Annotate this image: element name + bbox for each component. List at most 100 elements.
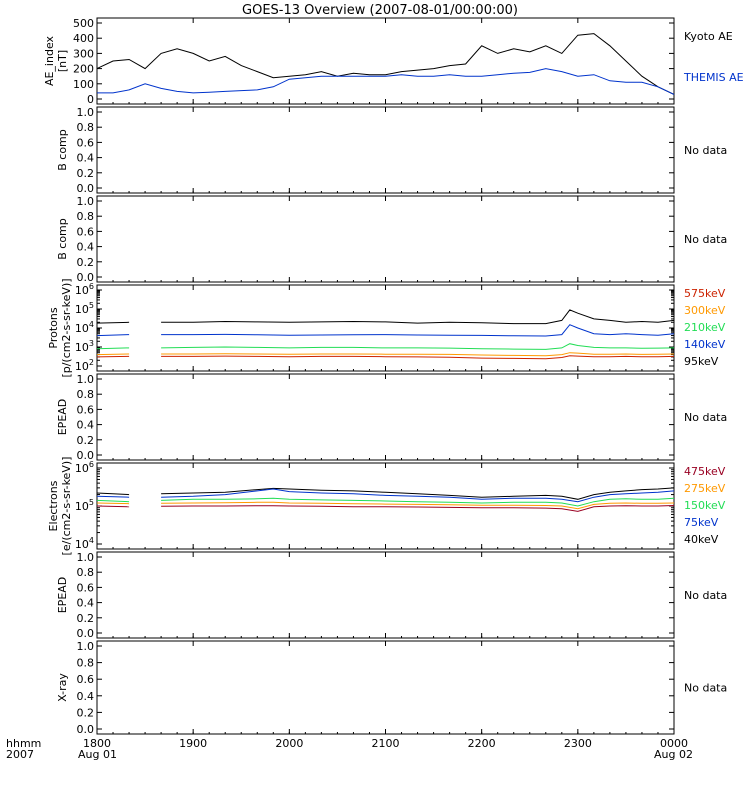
- panel-5: 0.0 0.2 0.4 0.6 0.8 1.0 EPEAD No data: [56, 373, 727, 462]
- time-axis-row1-label: hhmm: [6, 737, 41, 750]
- y-tick-label: 500: [73, 17, 94, 30]
- y-tick-label: 0: [87, 93, 94, 106]
- series-line-575kev: [96, 355, 130, 358]
- panel-frame: [96, 17, 675, 105]
- y-tick-label: 300: [73, 47, 94, 60]
- y-tick-label: 0.2: [77, 256, 95, 269]
- y-tick-label: 0.0: [77, 449, 95, 462]
- time-axis-row2-label: 2007: [6, 748, 34, 761]
- panel-frame: [96, 373, 675, 461]
- time-axis-tick-label: 1800: [83, 737, 111, 750]
- panel-3: 0.0 0.2 0.4 0.6 0.8 1.0 B comp No data: [56, 195, 727, 284]
- time-axis-tick-label: 1900: [179, 737, 207, 750]
- y-tick-label: 0.6: [77, 581, 95, 594]
- panel-frame: [96, 640, 675, 735]
- y-tick-label: 102: [75, 358, 94, 373]
- y-tick-label: 1.0: [77, 106, 95, 119]
- y-tick-label: 0.4: [77, 241, 95, 254]
- series-line-475kev: [96, 505, 130, 508]
- y-tick-label: 0.8: [77, 388, 95, 401]
- y-tick-label: 0.2: [77, 434, 95, 447]
- y-tick-label: 0.8: [77, 210, 95, 223]
- time-axis-start-date: Aug 01: [78, 748, 117, 761]
- series-line-95kev: [96, 321, 130, 324]
- y-tick-label: 0.2: [77, 167, 95, 180]
- panel-frame: [96, 195, 675, 283]
- y-axis-label: EPEAD: [56, 399, 69, 436]
- legend-entry: 95keV: [684, 355, 719, 368]
- y-tick-label: 0.0: [77, 271, 95, 284]
- y-tick-label: 200: [73, 63, 94, 76]
- panel-8: 0.0 0.2 0.4 0.6 0.8 1.0 X-ray No data: [56, 640, 727, 736]
- y-axis-label: [p/(cm2-s-sr-keV)]: [60, 278, 73, 377]
- time-axis: hhmm 2007 Aug 01 Aug 02 1800 1900 2000 2100…: [6, 737, 693, 761]
- y-tick-label: 0.8: [77, 121, 95, 134]
- y-tick-label: 0.8: [77, 657, 95, 670]
- y-tick-label: 0.2: [77, 612, 95, 625]
- y-tick-label: 0.6: [77, 136, 95, 149]
- legend-entry: 475keV: [684, 465, 726, 478]
- legend-entry: 150keV: [684, 499, 726, 512]
- y-tick-label: 0.6: [77, 225, 95, 238]
- time-axis-end-date: Aug 02: [654, 748, 693, 761]
- series-line-kyoto-ae: [96, 33, 675, 95]
- series-line-140kev: [161, 324, 675, 337]
- y-tick-label: 106: [75, 460, 94, 475]
- y-tick-label: 1.0: [77, 640, 95, 653]
- legend-entry: 300keV: [684, 304, 726, 317]
- y-tick-label: 1.0: [77, 195, 95, 208]
- y-tick-label: 0.2: [77, 706, 95, 719]
- panel-2: 0.0 0.2 0.4 0.6 0.8 1.0 B comp No data: [56, 106, 727, 195]
- legend-entry: THEMIS AE: [683, 71, 744, 84]
- series-line-40kev: [161, 487, 675, 500]
- series-line-95kev: [161, 309, 675, 325]
- y-tick-label: 103: [75, 339, 94, 354]
- y-tick-label: 0.4: [77, 597, 95, 610]
- no-data-label: No data: [684, 233, 727, 246]
- time-axis-tick-label: 2200: [468, 737, 496, 750]
- y-tick-label: 0.4: [77, 152, 95, 165]
- legend-entry: 140keV: [684, 338, 726, 351]
- y-axis-label: Protons: [47, 307, 60, 348]
- y-tick-label: 100: [73, 78, 94, 91]
- y-axis-label: X-ray: [56, 673, 69, 702]
- legend-entry: 75keV: [684, 516, 719, 529]
- series-line-themis-ae: [97, 68, 675, 95]
- y-tick-label: 400: [73, 32, 94, 45]
- series-line-40kev: [96, 492, 130, 496]
- y-tick-label: 104: [75, 320, 94, 335]
- panel-frame: [96, 551, 675, 639]
- legend-entry: 210keV: [684, 321, 726, 334]
- y-axis-label: [e/(cm2-s-sr-keV)]: [60, 457, 73, 556]
- panel-frame: [96, 284, 675, 372]
- series-line-275kev: [161, 501, 675, 510]
- time-axis-tick-label: 2300: [564, 737, 592, 750]
- y-tick-label: 105: [75, 301, 94, 316]
- panel-4: 102 103 104 105 106 Protons [p/(cm2-s-sr-keV)]…: [47, 278, 726, 377]
- panels: 0 100 200 300 400 500 AE_index [nT] Kyoto AE THEM…: [43, 17, 744, 736]
- series-line-210kev: [96, 347, 130, 350]
- time-axis-tick-label: 2000: [275, 737, 303, 750]
- series-line-75kev: [96, 495, 130, 498]
- time-axis-tick-label: 2100: [372, 737, 400, 750]
- panel-1: 0 100 200 300 400 500 AE_index [nT] Kyoto AE THEM…: [43, 17, 744, 106]
- y-axis-label: B comp: [56, 218, 69, 260]
- legend-entry: 575keV: [684, 287, 726, 300]
- y-tick-label: 0.0: [77, 627, 95, 640]
- series-line-275kev: [96, 502, 130, 505]
- y-tick-label: 104: [75, 536, 94, 551]
- y-tick-label: 0.0: [77, 182, 95, 195]
- y-tick-label: 1.0: [77, 551, 95, 564]
- series-line-150kev: [161, 497, 675, 507]
- legend-entry: 275keV: [684, 482, 726, 495]
- y-axis-label: EPEAD: [56, 577, 69, 614]
- panel-6: 104 105 106 Electrons [e/(cm2-s-sr-keV)] 475k…: [47, 457, 726, 556]
- time-axis-tick-label: 0000: [660, 737, 688, 750]
- y-tick-label: 1.0: [77, 373, 95, 386]
- series-line-210kev: [161, 343, 675, 350]
- series-line-575kev: [161, 355, 675, 360]
- no-data-label: No data: [684, 682, 727, 695]
- figure-title: GOES-13 Overview (2007-08-01/00:00:00): [242, 3, 518, 18]
- series-line-150kev: [96, 499, 130, 503]
- panel-7: 0.0 0.2 0.4 0.6 0.8 1.0 EPEAD No data: [56, 551, 727, 640]
